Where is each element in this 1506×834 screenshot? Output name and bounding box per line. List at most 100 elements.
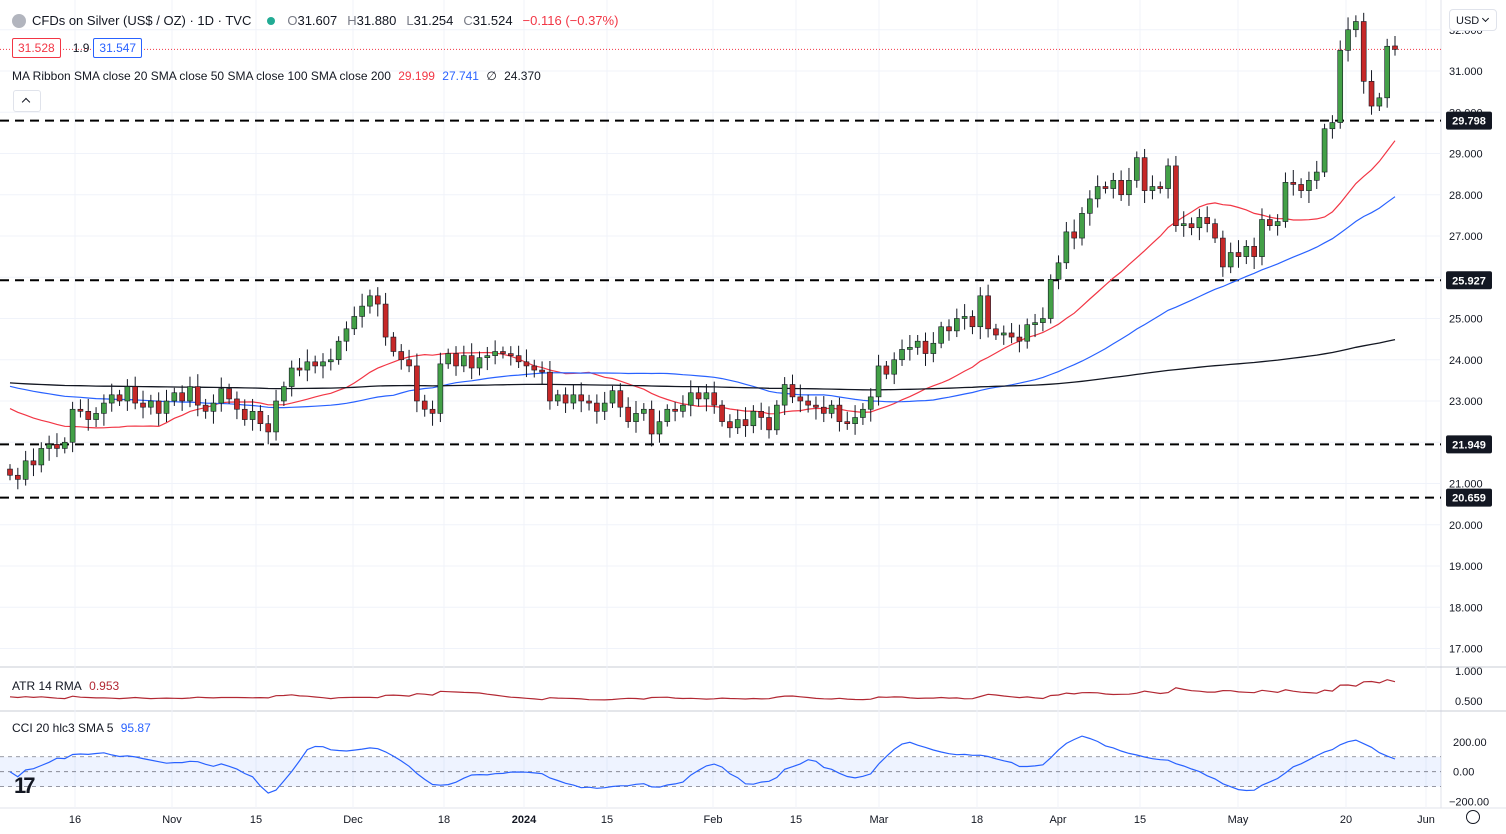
candle-body <box>468 355 475 369</box>
candle-body <box>625 406 631 422</box>
ma-ribbon-legend[interactable]: MA Ribbon SMA close 20 SMA close 50 SMA … <box>12 69 545 83</box>
buy-button[interactable]: 31.547 <box>93 38 143 58</box>
moving-average-ribbon <box>9 140 1396 429</box>
candle-body <box>1235 252 1242 257</box>
candle-body <box>461 355 467 367</box>
candle-body <box>515 355 522 363</box>
candle-body <box>539 369 545 373</box>
price-tick-label: 28.000 <box>1449 190 1483 202</box>
candle-body <box>140 402 146 408</box>
candle-body <box>1274 221 1281 226</box>
time-tick-label: 15 <box>790 814 802 826</box>
candle-body <box>1094 186 1101 200</box>
candle-body <box>680 404 686 412</box>
time-tick-label: 18 <box>438 814 450 826</box>
ma20-line <box>9 140 1396 429</box>
candle-body <box>312 361 318 367</box>
candle-body <box>531 365 538 371</box>
candle-body <box>93 413 99 420</box>
candle-body <box>429 408 436 414</box>
candle-body <box>1220 237 1226 268</box>
candle-body <box>922 340 929 354</box>
candle-body <box>343 328 350 342</box>
candle-body <box>288 367 295 387</box>
level-price-label: 25.927 <box>1452 275 1486 287</box>
atr-tick-label: 1.000 <box>1455 666 1483 678</box>
time-tick-label: 16 <box>69 814 81 826</box>
candle-body <box>695 392 702 400</box>
atr-legend[interactable]: ATR 14 RMA 0.953 <box>12 679 123 693</box>
candle-body <box>554 394 561 402</box>
currency-selector[interactable]: USD <box>1449 9 1497 31</box>
candle-body <box>437 363 444 414</box>
cci-tick-label: 200.00 <box>1453 737 1487 749</box>
candle-body <box>633 413 639 422</box>
sell-button[interactable]: 31.528 <box>12 38 61 58</box>
candle-body <box>30 460 37 466</box>
cci-tick-label: −200.00 <box>1449 797 1489 809</box>
symbol-title[interactable]: CFDs on Silver (US$ / OZ) · 1D · TVC <box>32 13 252 28</box>
atr-line <box>9 679 1396 701</box>
silver-symbol-icon <box>12 13 26 28</box>
collapse-legend-button[interactable] <box>13 90 41 112</box>
candle-body <box>1165 165 1171 189</box>
level-price-label: 21.949 <box>1452 439 1486 451</box>
time-tick-label: Jun <box>1417 814 1435 826</box>
candle-body <box>1384 45 1390 99</box>
tradingview-logo[interactable]: 17 <box>14 773 36 798</box>
cci-value: 95.87 <box>120 721 151 735</box>
candle-body <box>828 404 835 414</box>
candle-body <box>547 371 553 402</box>
candle-body <box>1087 198 1093 214</box>
candle-body <box>421 400 428 410</box>
candle-body <box>1337 50 1344 123</box>
symbol-legend: CFDs on Silver (US$ / OZ) · 1D · TVC O31… <box>12 13 622 28</box>
ma20-value: 29.199 <box>398 69 435 83</box>
candle-body <box>15 474 21 480</box>
candle-body <box>54 444 60 449</box>
candle-body <box>194 386 201 406</box>
candle-body <box>985 295 991 330</box>
candle-body <box>1016 336 1023 342</box>
candle-body <box>1196 217 1203 229</box>
ma200-value: 24.370 <box>504 69 541 83</box>
price-tick-label: 25.000 <box>1449 314 1483 326</box>
price-tick-label: 21.000 <box>1449 479 1483 491</box>
ma200-line <box>9 338 1396 391</box>
candle-body <box>1267 219 1273 226</box>
candle-body <box>867 396 874 410</box>
gear-icon[interactable] <box>1466 810 1480 824</box>
price-axis[interactable]: 17.00018.00019.00020.00021.00022.00023.0… <box>1446 25 1492 809</box>
candle-body <box>797 396 804 402</box>
spread-value: 1.9 <box>72 41 90 55</box>
candle-body <box>148 400 154 408</box>
trade-buttons: 31.528 1.9 31.547 <box>12 38 146 58</box>
candle-body <box>719 404 725 422</box>
candle-body <box>1110 180 1117 189</box>
candle-body <box>335 340 342 361</box>
candle-body <box>367 295 373 307</box>
candle-body <box>1306 180 1312 191</box>
candle-body <box>187 386 193 402</box>
time-tick-label: May <box>1228 814 1249 826</box>
candle-body <box>766 417 772 431</box>
candle-body <box>1188 223 1195 229</box>
time-axis[interactable]: 16 Nov 15 Dec 18 2024 15 Feb 15 Mar 18 Apr 15 May 20 Ju… <box>69 814 1435 826</box>
cci-pane <box>0 735 1441 794</box>
candle-body <box>562 394 569 404</box>
candle-body <box>1040 318 1046 323</box>
cci-legend[interactable]: CCI 20 hlc3 SMA 5 95.87 <box>12 721 155 735</box>
candle-body <box>296 367 303 371</box>
candle-body <box>805 400 811 406</box>
candle-body <box>781 384 788 406</box>
candle-body <box>938 326 944 344</box>
candle-body <box>664 408 671 422</box>
price-tick-label: 18.000 <box>1449 602 1483 614</box>
atr-pane <box>9 679 1396 701</box>
time-tick-label: 20 <box>1340 814 1352 826</box>
candle-body <box>445 353 451 365</box>
candle-body <box>1079 213 1085 239</box>
candle-body <box>359 305 365 317</box>
candle-body <box>257 411 264 424</box>
